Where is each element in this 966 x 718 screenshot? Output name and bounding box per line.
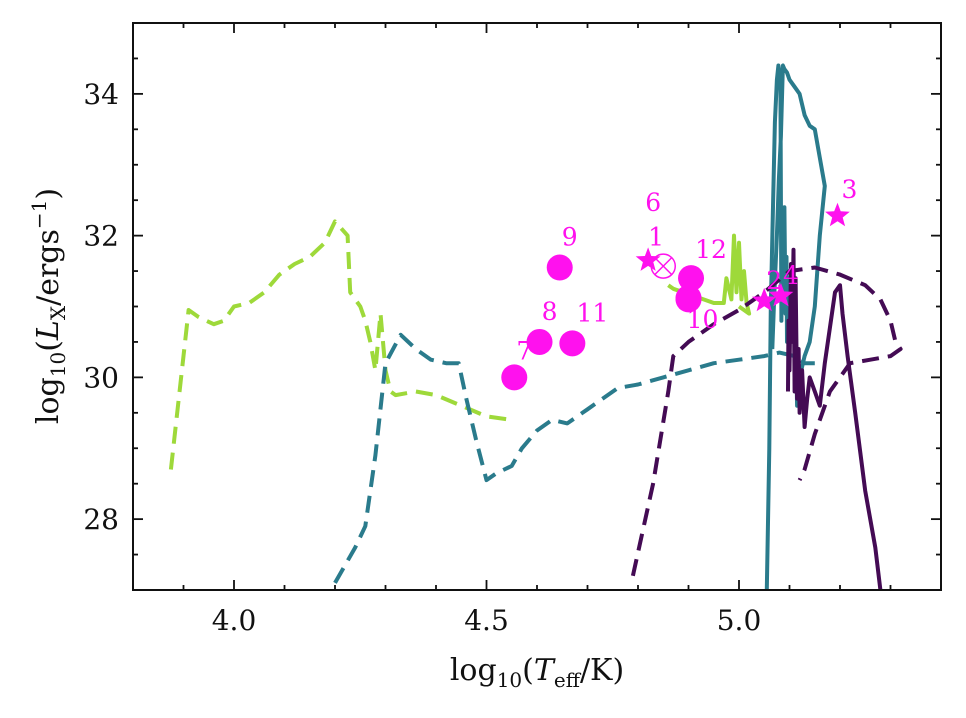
x-tick-label: 4.0 — [212, 604, 257, 637]
point-label-11: 11 — [576, 298, 608, 327]
point-marker-2 — [751, 287, 777, 312]
series-layer — [168, 63, 903, 590]
x-tick-label: 4.5 — [464, 604, 509, 637]
series-teal-dashed — [333, 332, 815, 584]
tick-labels: 4.0 4.5 5.0 28 30 32 34 — [83, 78, 761, 637]
point-marker-3 — [825, 202, 850, 227]
y-tick-label: 32 — [83, 220, 119, 253]
point-label-12: 12 — [695, 235, 727, 264]
point-label-1: 1 — [648, 222, 664, 251]
point-marker-10 — [675, 284, 702, 311]
series-purple-solid — [786, 247, 883, 590]
series-purple-dashed — [630, 265, 903, 577]
x-tick-label: 5.0 — [717, 604, 762, 637]
y-axis-label: log10(LX/ergs−1) — [27, 188, 70, 424]
point-label-6: 6 — [645, 188, 661, 217]
x-axis-label: log10(Teff/K) — [450, 653, 624, 692]
point-label-3: 3 — [842, 175, 858, 204]
point-marker-6 — [650, 253, 676, 279]
point-label-2: 2 — [766, 266, 782, 295]
point-marker-7 — [501, 364, 528, 391]
ticks-layer — [132, 22, 942, 591]
point-marker-11 — [559, 330, 586, 357]
point-marker-9 — [546, 254, 573, 281]
point-label-8: 8 — [542, 297, 558, 326]
series-green-dashed — [168, 219, 512, 470]
point-label-10: 10 — [687, 305, 719, 334]
point-label-9: 9 — [562, 223, 578, 252]
point-marker-12 — [678, 265, 705, 292]
y-tick-label: 34 — [83, 78, 119, 111]
point-marker-1 — [635, 247, 661, 271]
y-tick-label: 28 — [83, 503, 119, 536]
point-label-4: 4 — [783, 261, 799, 290]
y-tick-label: 30 — [83, 361, 119, 394]
plot-frame — [132, 22, 942, 591]
point-marker-8 — [526, 328, 553, 355]
point-marker-4 — [768, 282, 794, 307]
